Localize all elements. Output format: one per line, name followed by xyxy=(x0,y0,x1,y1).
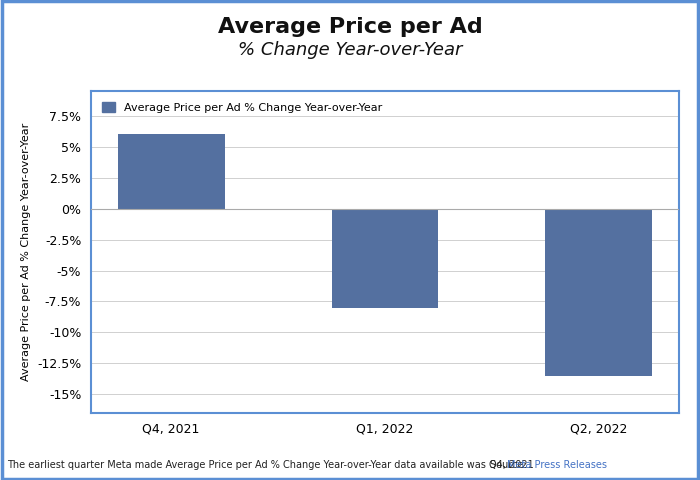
Y-axis label: Average Price per Ad % Change Year-over-Year: Average Price per Ad % Change Year-over-… xyxy=(22,123,32,381)
Text: The earliest quarter Meta made Average Price per Ad % Change Year-over-Year data: The earliest quarter Meta made Average P… xyxy=(7,460,533,470)
Text: Average Price per Ad: Average Price per Ad xyxy=(218,17,482,37)
Text: % Change Year-over-Year: % Change Year-over-Year xyxy=(238,41,462,59)
Text: Meta Press Releases: Meta Press Releases xyxy=(507,460,607,470)
Bar xyxy=(545,209,652,376)
Bar xyxy=(332,209,438,308)
Legend: Average Price per Ad % Change Year-over-Year: Average Price per Ad % Change Year-over-… xyxy=(97,97,388,118)
Text: Source:: Source: xyxy=(490,460,530,470)
Bar xyxy=(118,134,225,209)
